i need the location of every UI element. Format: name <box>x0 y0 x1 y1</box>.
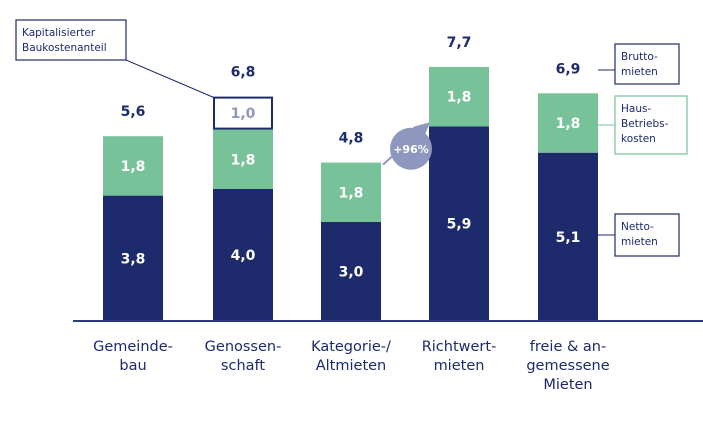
legend-brutto-line-0: Brutto- <box>621 51 658 63</box>
category-label-4-1: gemessene <box>526 358 609 374</box>
legend-brutto-box <box>614 43 680 85</box>
legend-kapital-box <box>15 19 127 61</box>
total-label-3: 7,7 <box>447 35 472 51</box>
legend-betrieb-box <box>614 95 688 155</box>
betrieb-value-label-1: 1,8 <box>231 152 256 168</box>
netto-value-label-2: 3,0 <box>339 265 364 281</box>
category-label-3-1: mieten <box>434 358 485 374</box>
betrieb-value-label-0: 1,8 <box>121 159 146 175</box>
category-label-1-1: schaft <box>221 358 265 374</box>
category-label-4-2: Mieten <box>543 377 592 393</box>
growth-badge <box>390 127 432 170</box>
bar-kapital-1 <box>213 96 273 130</box>
legend-netto-line-1: mieten <box>621 236 658 248</box>
bar-netto-2 <box>321 222 381 321</box>
betrieb-value-label-3: 1,8 <box>447 90 472 106</box>
category-label-2-0: Kategorie-/ <box>311 339 391 355</box>
growth-badge-label: +96% <box>393 143 429 156</box>
category-label-3-0: Richtwert- <box>422 339 497 355</box>
bar-betrieb-2 <box>321 162 381 222</box>
betrieb-value-label-2: 1,8 <box>339 185 364 201</box>
category-label-2-1: Altmieten <box>316 358 387 374</box>
bar-betrieb-0 <box>103 136 163 196</box>
bar-betrieb-4 <box>538 93 598 153</box>
category-label-0-0: Gemeinde- <box>93 339 173 355</box>
legend-netto-line-0: Netto- <box>621 221 654 233</box>
total-label-1: 6,8 <box>231 65 256 81</box>
category-label-0-1: bau <box>119 358 146 374</box>
netto-value-label-0: 3,8 <box>121 251 146 267</box>
bar-netto-4 <box>538 152 598 321</box>
bar-betrieb-1 <box>213 129 273 189</box>
legend-brutto-line-1: mieten <box>621 66 658 78</box>
total-label-2: 4,8 <box>339 131 364 147</box>
legend-kapital-line-0: Kapitalisierter <box>22 27 96 39</box>
betrieb-value-label-4: 1,8 <box>556 116 581 132</box>
legend-betrieb-line-2: kosten <box>621 133 656 145</box>
legend-betrieb-line-1: Betriebs- <box>621 118 669 130</box>
legend-kapital-connector <box>125 59 216 99</box>
kapital-value-label-1: 1,0 <box>231 106 256 122</box>
category-label-1-0: Genossen- <box>205 339 282 355</box>
category-label-4-0: freie & an- <box>530 339 606 355</box>
bar-betrieb-3 <box>429 66 489 127</box>
legend-betrieb-line-0: Haus- <box>621 103 651 115</box>
legend-kapital-line-1: Baukostenanteil <box>22 42 107 54</box>
bar-netto-0 <box>103 195 163 321</box>
legend-netto-box <box>614 213 680 257</box>
bar-netto-3 <box>429 126 489 321</box>
bar-netto-1 <box>213 189 273 321</box>
netto-value-label-4: 5,1 <box>556 230 581 246</box>
total-label-4: 6,9 <box>556 61 581 77</box>
netto-value-label-3: 5,9 <box>447 217 472 233</box>
total-label-0: 5,6 <box>121 104 146 120</box>
netto-value-label-1: 4,0 <box>231 248 256 264</box>
